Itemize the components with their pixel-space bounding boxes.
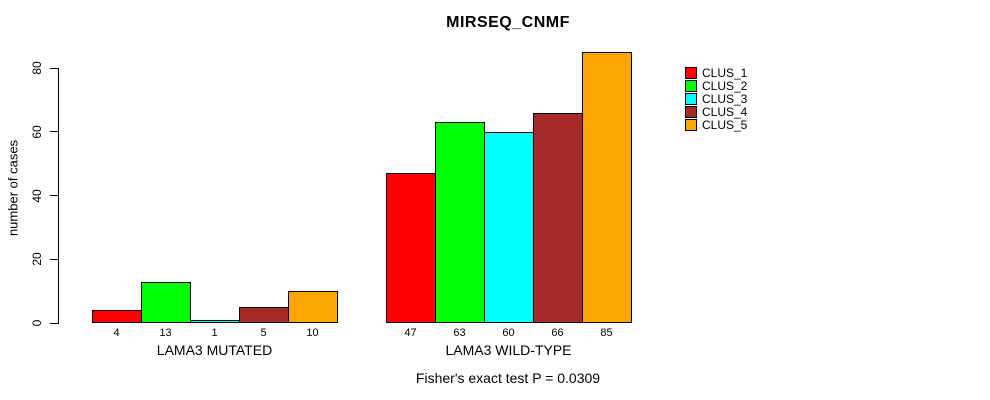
y-tick-mark	[50, 67, 58, 69]
legend-swatch-clus_4	[685, 105, 697, 118]
bar-clus_5-mutated	[288, 291, 338, 323]
y-axis-line	[58, 68, 59, 324]
bar-clus_2-mutated	[141, 282, 191, 323]
y-tick-mark	[50, 258, 58, 260]
bar-value-label: 63	[453, 327, 466, 339]
y-tick-label: 20	[30, 252, 44, 266]
bar-value-label: 13	[159, 327, 172, 339]
legend-label: CLUS_1	[702, 65, 748, 80]
legend-item: CLUS_4	[685, 104, 748, 119]
legend-item: CLUS_1	[685, 65, 748, 80]
bar-clus_2-wild-type	[435, 122, 485, 323]
legend-item: CLUS_5	[685, 117, 748, 132]
bar-value-label: 85	[600, 327, 613, 339]
y-tick-mark	[50, 322, 58, 324]
bar-value-label: 47	[404, 327, 417, 339]
bar-clus_4-mutated	[239, 307, 289, 323]
bar-value-label: 5	[260, 327, 267, 339]
chart-title: MIRSEQ_CNMF	[446, 14, 570, 31]
legend-swatch-clus_1	[685, 66, 697, 79]
legend-label: CLUS_5	[702, 117, 748, 132]
y-tick-label: 0	[30, 319, 44, 327]
bar-clus_3-wild-type	[484, 132, 534, 323]
legend-item: CLUS_3	[685, 91, 748, 106]
legend-swatch-clus_3	[685, 92, 697, 105]
category-label: LAMA3 WILD-TYPE	[445, 342, 572, 358]
y-tick-label: 80	[30, 61, 44, 75]
legend-label: CLUS_4	[702, 104, 748, 119]
y-tick-mark	[50, 131, 58, 133]
bar-value-label: 4	[113, 327, 120, 339]
legend-label: CLUS_2	[702, 78, 748, 93]
legend-item: CLUS_2	[685, 78, 748, 93]
bar-clus_1-mutated	[92, 310, 142, 323]
bar-value-label: 60	[502, 327, 515, 339]
bar-clus_3-mutated	[190, 320, 240, 323]
bar-clus_5-wild-type	[582, 52, 632, 323]
legend: CLUS_1 CLUS_2 CLUS_3 CLUS_4 CLUS_5	[685, 65, 748, 132]
bar-value-label: 66	[551, 327, 564, 339]
y-tick-label: 40	[30, 188, 44, 203]
legend-swatch-clus_2	[685, 79, 697, 92]
bar-value-label: 10	[306, 327, 319, 339]
y-axis-label: number of cases	[5, 139, 21, 237]
legend-swatch-clus_5	[685, 118, 697, 131]
legend-label: CLUS_3	[702, 91, 748, 106]
y-tick-mark	[50, 195, 58, 196]
category-label: LAMA3 MUTATED	[156, 342, 273, 358]
bar-clus_1-wild-type	[386, 173, 436, 323]
bar-clus_4-wild-type	[533, 113, 583, 323]
bar-value-label: 1	[211, 327, 218, 339]
y-tick-label: 60	[30, 125, 44, 139]
annotation-text: Fisher's exact test P = 0.0309	[415, 370, 601, 386]
